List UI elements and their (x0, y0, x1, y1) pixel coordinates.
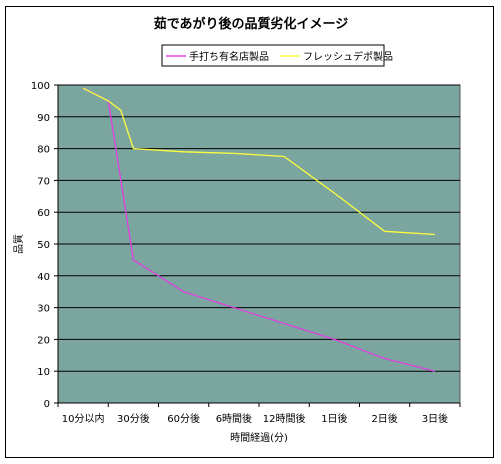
y-tick-label: 0 (44, 399, 50, 410)
legend-label-series-1: 手打ち有名店製品 (189, 50, 269, 63)
gridlines (58, 84, 460, 372)
x-axis-ticks: 10分以内 30分後 60分後 6時間後 12時間後 1日後 2日後 3日後 (57, 403, 461, 425)
y-axis-ticks: 0 10 20 30 40 50 60 70 80 90 100 (31, 81, 58, 410)
y-tick-label: 40 (37, 272, 50, 283)
y-tick-label: 100 (31, 81, 50, 92)
y-tick-label: 70 (37, 176, 50, 187)
legend-label-series-2: フレッシュデポ製品 (303, 50, 393, 63)
y-tick-label: 60 (37, 208, 50, 219)
chart-title: 茹であがり後の品質劣化イメージ (154, 16, 349, 32)
legend-box (161, 44, 385, 67)
series-lines (82, 87, 436, 372)
x-tick-label: 60分後 (167, 412, 200, 425)
x-tick-label: 10分以内 (62, 412, 105, 425)
x-tick-label: 3日後 (422, 412, 448, 425)
y-tick-label: 30 (37, 304, 50, 315)
y-tick-label: 80 (37, 145, 50, 156)
y-axis-label: 品質 (12, 234, 25, 254)
x-tick-label: 30分後 (117, 412, 150, 425)
series-line-2 (82, 87, 435, 236)
x-tick-label: 12時間後 (263, 412, 306, 425)
x-tick-label: 1日後 (321, 412, 347, 425)
y-tick-label: 10 (37, 367, 50, 378)
y-tick-label: 20 (37, 335, 50, 346)
x-tick-label: 2日後 (371, 412, 397, 425)
x-axis-label: 時間経過(分) (230, 431, 288, 444)
y-tick-label: 90 (37, 113, 50, 124)
series-line-1 (82, 87, 436, 372)
x-tick-label: 6時間後 (216, 412, 252, 425)
y-tick-label: 50 (37, 240, 50, 251)
